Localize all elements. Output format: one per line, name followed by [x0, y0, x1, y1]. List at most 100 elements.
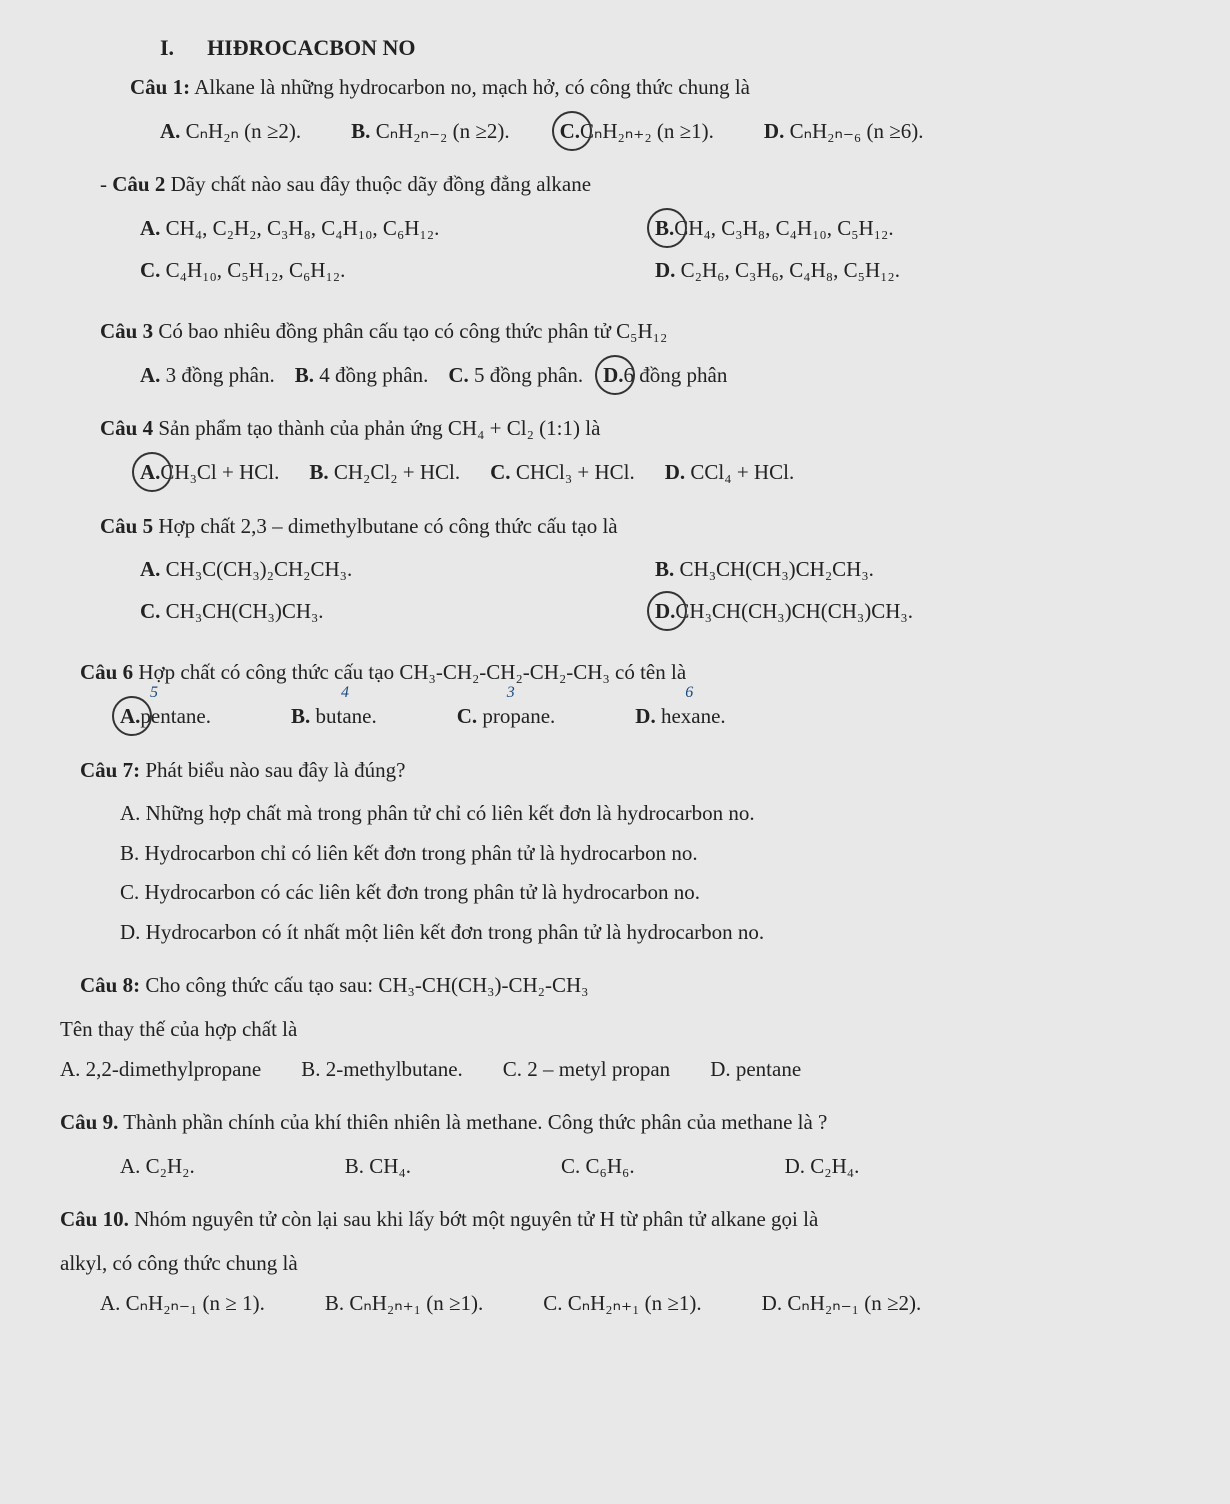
question-4-text: Câu 4 Sản phẩm tạo thành của phản ứng CH… — [100, 412, 1170, 446]
q10-option-a: A. CₙH₂ₙ₋₁ (n ≥ 1). — [100, 1287, 265, 1321]
question-6-text: Câu 6 Hợp chất có công thức cấu tạo CH₃-… — [80, 656, 1170, 690]
question-9: Câu 9. Thành phần chính của khí thiên nh… — [60, 1106, 1170, 1183]
q6-pen-b: 4 — [341, 680, 349, 706]
q1-options: A. CₙH₂ₙ (n ≥2). B. CₙH₂ₙ₋₂ (n ≥2). C. C… — [160, 115, 1170, 149]
question-2: - Câu 2 Dãy chất nào sau đây thuộc dãy đ… — [60, 168, 1170, 295]
q5-body: Hợp chất 2,3 – dimethylbutane có công th… — [158, 514, 617, 538]
question-10-text: Câu 10. Nhóm nguyên tử còn lại sau khi l… — [60, 1203, 1170, 1237]
question-8-text: Câu 8: Cho công thức cấu tạo sau: CH₃-CH… — [80, 969, 1170, 1003]
q3-options: A. 3 đồng phân. B. 4 đồng phân. C. 5 đồn… — [140, 359, 1170, 393]
q6-label: Câu 6 — [80, 660, 133, 684]
q7-option-d: D. Hydrocarbon có ít nhất một liên kết đ… — [120, 916, 1170, 950]
q6-pen-a: 5 — [150, 680, 158, 706]
q1-option-c: C. CₙH₂ₙ₊₂ (n ≥1). — [560, 115, 714, 149]
q6-pen-c: 3 — [507, 680, 515, 706]
question-1-text: Câu 1: Alkane là những hydrocarbon no, m… — [130, 71, 1170, 105]
question-3-text: Câu 3 Có bao nhiêu đồng phân cấu tạo có … — [100, 315, 1170, 349]
q2-option-b: B. CH₄, C₃H₈, C₄H₁₀, C₅H₁₂. — [655, 212, 1170, 246]
q1-option-a: A. CₙH₂ₙ (n ≥2). — [160, 115, 301, 149]
q9-option-d: D. C₂H₄. — [785, 1150, 860, 1184]
q8-option-a: A. 2,2-dimethylpropane — [60, 1053, 261, 1087]
question-3: Câu 3 Có bao nhiêu đồng phân cấu tạo có … — [60, 315, 1170, 392]
q6-option-a: 5 A. pentane. — [120, 700, 211, 734]
question-7-text: Câu 7: Phát biểu nào sau đây là đúng? — [80, 754, 1170, 788]
q7-option-a: A. Những hợp chất mà trong phân tử chỉ c… — [120, 797, 1170, 831]
question-2-text: - Câu 2 Dãy chất nào sau đây thuộc dãy đ… — [100, 168, 1170, 202]
q7-option-c: C. Hydrocarbon có các liên kết đơn trong… — [120, 876, 1170, 910]
q10-option-b: B. CₙH₂ₙ₊₁ (n ≥1). — [325, 1287, 483, 1321]
question-10: Câu 10. Nhóm nguyên tử còn lại sau khi l… — [60, 1203, 1170, 1320]
q4-option-d: D. CCl₄ + HCl. — [665, 456, 794, 490]
q1-body: Alkane là những hydrocarbon no, mạch hở,… — [194, 75, 750, 99]
q5-option-a: A. CH₃C(CH₃)₂CH₂CH₃. — [140, 553, 655, 587]
q5-option-b: B. CH₃CH(CH₃)CH₂CH₃. — [655, 553, 1170, 587]
q6-option-c: 3 C. propane. — [457, 700, 556, 734]
q1-option-d: D. CₙH₂ₙ₋₆ (n ≥6). — [764, 115, 924, 149]
q8-option-d: D. pentane — [710, 1053, 801, 1087]
q3-label: Câu 3 — [100, 319, 153, 343]
q3-option-b: B. 4 đồng phân. — [295, 359, 429, 393]
section-header: I. HIĐROCACBON NO — [160, 30, 1170, 65]
q9-option-c: C. C₆H₆. — [561, 1150, 635, 1184]
q2-option-c: C. C₄H₁₀, C₅H₁₂, C₆H₁₂. — [140, 254, 655, 288]
q8-label: Câu 8: — [80, 973, 140, 997]
q3-body: Có bao nhiêu đồng phân cấu tạo có công t… — [158, 319, 667, 343]
q3-option-c: C. 5 đồng phân. — [448, 359, 583, 393]
q8-options: A. 2,2-dimethylpropane B. 2-methylbutane… — [60, 1053, 1170, 1087]
q10-sub: alkyl, có công thức chung là — [60, 1247, 1170, 1281]
question-5: Câu 5 Hợp chất 2,3 – dimethylbutane có c… — [60, 510, 1170, 637]
q4-label: Câu 4 — [100, 416, 153, 440]
question-6: Câu 6 Hợp chất có công thức cấu tạo CH₃-… — [60, 656, 1170, 733]
q4-option-b: B. CH₂Cl₂ + HCl. — [309, 456, 460, 490]
q9-label: Câu 9. — [60, 1110, 118, 1134]
q9-option-b: B. CH₄. — [345, 1150, 411, 1184]
q5-options-row1: A. CH₃C(CH₃)₂CH₂CH₃. B. CH₃CH(CH₃)CH₂CH₃… — [140, 553, 1170, 595]
q8-sub: Tên thay thế của hợp chất là — [60, 1013, 1170, 1047]
q2-label: Câu 2 — [112, 172, 165, 196]
question-1: Câu 1: Alkane là những hydrocarbon no, m… — [60, 71, 1170, 148]
q9-options: A. C₂H₂. B. CH₄. C. C₆H₆. D. C₂H₄. — [120, 1150, 1170, 1184]
section-number: I. — [160, 35, 174, 60]
q4-option-c: C. CHCl₃ + HCl. — [490, 456, 635, 490]
q2-option-d: D. C₂H₆, C₃H₆, C₄H₈, C₅H₁₂. — [655, 254, 1170, 288]
q6-body: Hợp chất có công thức cấu tạo CH₃-CH₂-CH… — [138, 660, 686, 684]
q6-pen-d: 6 — [685, 680, 693, 706]
q7-option-b: B. Hydrocarbon chỉ có liên kết đơn trong… — [120, 837, 1170, 871]
q4-options: A. CH₃Cl + HCl. B. CH₂Cl₂ + HCl. C. CHCl… — [140, 456, 1170, 490]
q2-option-a: A. CH₄, C₂H₂, C₃H₈, C₄H₁₀, C₆H₁₂. — [140, 212, 655, 246]
q8-body: Cho công thức cấu tạo sau: CH₃-CH(CH₃)-C… — [145, 973, 588, 997]
q9-body: Thành phần chính của khí thiên nhiên là … — [123, 1110, 827, 1134]
q7-body: Phát biểu nào sau đây là đúng? — [145, 758, 405, 782]
q6-option-b: 4 B. butane. — [291, 700, 377, 734]
q1-option-b: B. CₙH₂ₙ₋₂ (n ≥2). — [351, 115, 509, 149]
question-7: Câu 7: Phát biểu nào sau đây là đúng? A.… — [60, 754, 1170, 950]
q8-option-c: C. 2 – metyl propan — [503, 1053, 670, 1087]
q5-options-row2: C. CH₃CH(CH₃)CH₃. D. CH₃CH(CH₃)CH(CH₃)CH… — [140, 595, 1170, 637]
q7-label: Câu 7: — [80, 758, 140, 782]
q2-options-row1: A. CH₄, C₂H₂, C₃H₈, C₄H₁₀, C₆H₁₂. B. CH₄… — [140, 212, 1170, 254]
question-8: Câu 8: Cho công thức cấu tạo sau: CH₃-CH… — [60, 969, 1170, 1086]
q10-label: Câu 10. — [60, 1207, 129, 1231]
question-5-text: Câu 5 Hợp chất 2,3 – dimethylbutane có c… — [100, 510, 1170, 544]
q5-label: Câu 5 — [100, 514, 153, 538]
q3-option-a: A. 3 đồng phân. — [140, 359, 275, 393]
q7-options: A. Những hợp chất mà trong phân tử chỉ c… — [120, 797, 1170, 949]
q3-option-d: D. 6 đồng phân — [603, 359, 727, 393]
question-9-text: Câu 9. Thành phần chính của khí thiên nh… — [60, 1106, 1170, 1140]
q10-options: A. CₙH₂ₙ₋₁ (n ≥ 1). B. CₙH₂ₙ₊₁ (n ≥1). C… — [100, 1287, 1170, 1321]
section-title: HIĐROCACBON NO — [207, 35, 415, 60]
q10-option-d: D. CₙH₂ₙ₋₁ (n ≥2). — [762, 1287, 922, 1321]
question-4: Câu 4 Sản phẩm tạo thành của phản ứng CH… — [60, 412, 1170, 489]
q8-option-b: B. 2-methylbutane. — [301, 1053, 463, 1087]
q2-options-row2: C. C₄H₁₀, C₅H₁₂, C₆H₁₂. D. C₂H₆, C₃H₆, C… — [140, 254, 1170, 296]
q10-body: Nhóm nguyên tử còn lại sau khi lấy bớt m… — [134, 1207, 818, 1231]
q1-label: Câu 1: — [130, 75, 190, 99]
q10-option-c: C. CₙH₂ₙ₊₁ (n ≥1). — [543, 1287, 701, 1321]
q5-option-c: C. CH₃CH(CH₃)CH₃. — [140, 595, 655, 629]
q2-body: Dãy chất nào sau đây thuộc dãy đồng đẳng… — [171, 172, 591, 196]
q5-option-d: D. CH₃CH(CH₃)CH(CH₃)CH₃. — [655, 595, 1170, 629]
q4-body: Sản phẩm tạo thành của phản ứng CH₄ + Cl… — [158, 416, 600, 440]
q4-option-a: A. CH₃Cl + HCl. — [140, 456, 279, 490]
q6-options: 5 A. pentane. 4 B. butane. 3 C. propane.… — [120, 700, 1170, 734]
q9-option-a: A. C₂H₂. — [120, 1150, 195, 1184]
